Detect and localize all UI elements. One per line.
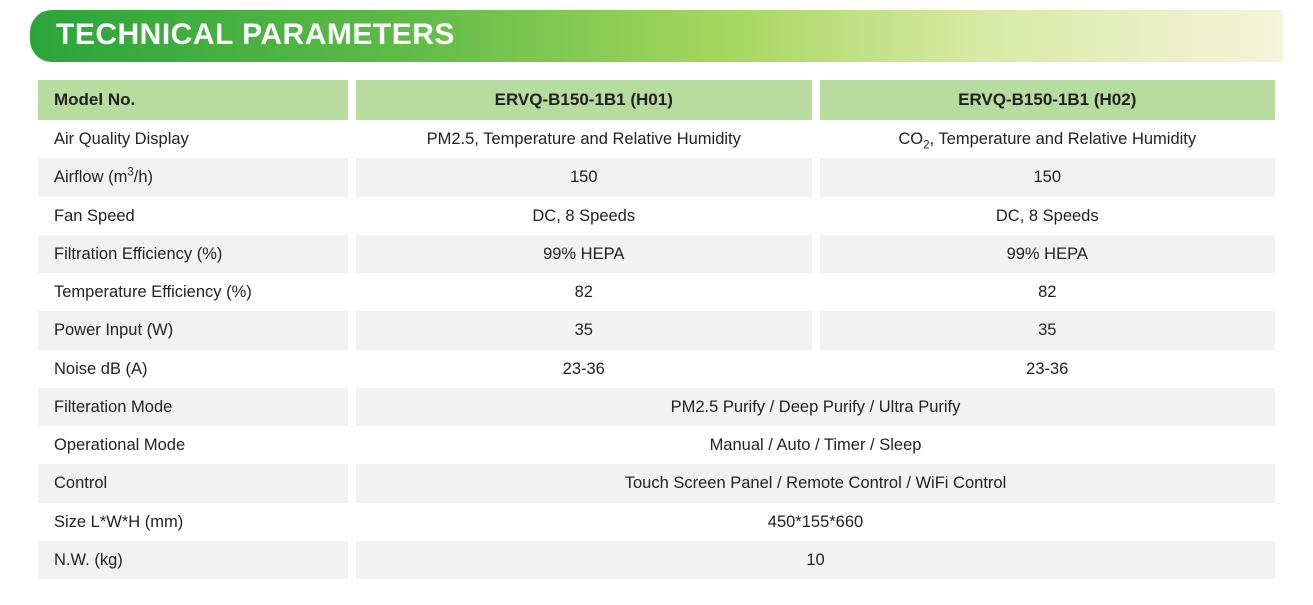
row-label: Airflow (m3/h) [38, 158, 348, 196]
row-value-model-2: 150 [820, 158, 1276, 196]
table-row: Power Input (W)3535 [38, 311, 1275, 349]
title-banner: TECHNICAL PARAMETERS [30, 10, 1283, 62]
row-value-model-1: 23-36 [356, 350, 812, 388]
row-value-model-2: 35 [820, 311, 1276, 349]
row-value-spanned: 450*155*660 [356, 503, 1275, 541]
row-value-model-1: 82 [356, 273, 812, 311]
row-value-model-2: DC, 8 Speeds [820, 197, 1276, 235]
table-row: Noise dB (A)23-3623-36 [38, 350, 1275, 388]
table-row: Size L*W*H (mm)450*155*660 [38, 503, 1275, 541]
row-value-spanned: 10 [356, 541, 1275, 579]
row-value-spanned: PM2.5 Purify / Deep Purify / Ultra Purif… [356, 388, 1275, 426]
row-label: N.W. (kg) [38, 541, 348, 579]
row-label: Power Input (W) [38, 311, 348, 349]
row-label: Filteration Mode [38, 388, 348, 426]
row-label: Fan Speed [38, 197, 348, 235]
row-value-spanned: Manual / Auto / Timer / Sleep [356, 426, 1275, 464]
page-title: TECHNICAL PARAMETERS [56, 18, 1257, 52]
table-row: ControlTouch Screen Panel / Remote Contr… [38, 464, 1275, 502]
table-header-row: Model No. ERVQ-B150-1B1 (H01) ERVQ-B150-… [38, 80, 1275, 120]
row-value-model-2: CO2, Temperature and Relative Humidity [820, 120, 1276, 158]
row-label: Filtration Efficiency (%) [38, 235, 348, 273]
header-model-1: ERVQ-B150-1B1 (H01) [356, 80, 812, 120]
row-value-model-1: PM2.5, Temperature and Relative Humidity [356, 120, 812, 158]
header-model-2: ERVQ-B150-1B1 (H02) [820, 80, 1276, 120]
table-row: Operational ModeManual / Auto / Timer / … [38, 426, 1275, 464]
row-label: Temperature Efficiency (%) [38, 273, 348, 311]
row-label: Noise dB (A) [38, 350, 348, 388]
row-label: Control [38, 464, 348, 502]
table-row: Temperature Efficiency (%)8282 [38, 273, 1275, 311]
table-row: Filtration Efficiency (%)99% HEPA99% HEP… [38, 235, 1275, 273]
row-label: Operational Mode [38, 426, 348, 464]
row-value-spanned: Touch Screen Panel / Remote Control / Wi… [356, 464, 1275, 502]
table-row: Fan SpeedDC, 8 SpeedsDC, 8 Speeds [38, 197, 1275, 235]
row-value-model-1: 99% HEPA [356, 235, 812, 273]
row-value-model-2: 99% HEPA [820, 235, 1276, 273]
row-value-model-1: 35 [356, 311, 812, 349]
row-label: Air Quality Display [38, 120, 348, 158]
table-row: N.W. (kg)10 [38, 541, 1275, 579]
spec-table-body: Air Quality DisplayPM2.5, Temperature an… [38, 120, 1275, 579]
table-row: Airflow (m3/h)150150 [38, 158, 1275, 196]
row-value-model-2: 82 [820, 273, 1276, 311]
row-value-model-1: 150 [356, 158, 812, 196]
table-row: Filteration ModePM2.5 Purify / Deep Puri… [38, 388, 1275, 426]
header-model-no: Model No. [38, 80, 348, 120]
row-value-model-2: 23-36 [820, 350, 1276, 388]
spec-table: Model No. ERVQ-B150-1B1 (H01) ERVQ-B150-… [30, 80, 1283, 579]
row-label: Size L*W*H (mm) [38, 503, 348, 541]
table-row: Air Quality DisplayPM2.5, Temperature an… [38, 120, 1275, 158]
row-value-model-1: DC, 8 Speeds [356, 197, 812, 235]
